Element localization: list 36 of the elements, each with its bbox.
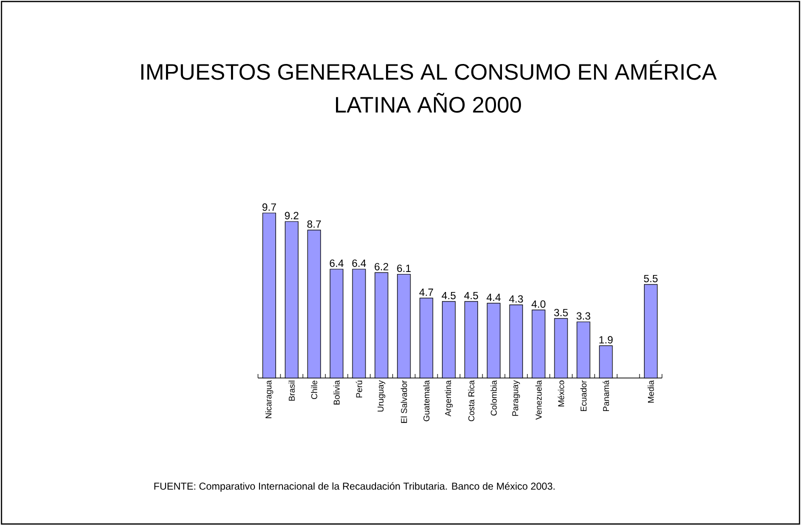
x-tick-label: Panamá <box>602 380 610 412</box>
data-label: 6.2 <box>374 262 388 270</box>
x-tick-label: Uruguay <box>378 380 386 412</box>
data-label: 9.7 <box>262 203 276 211</box>
x-tick-label: El Salvador <box>400 380 407 423</box>
x-tick-label: Media <box>648 380 654 403</box>
x-tick-label: Paraguay <box>512 380 520 416</box>
x-tick-label: Colombia <box>490 380 497 416</box>
data-label: 6.1 <box>397 264 411 272</box>
x-tick-label: Argentina <box>444 380 453 416</box>
data-label: 4.7 <box>419 288 434 296</box>
x-tick-label: México <box>558 380 564 406</box>
x-tick-label: Ecuador <box>580 380 587 412</box>
data-label: 8.7 <box>307 220 321 228</box>
x-tick-label: Perú <box>356 380 362 398</box>
data-label: 4.3 <box>509 295 523 303</box>
data-label: 3.3 <box>576 312 590 320</box>
source-note: FUENTE: Comparativo Internacional de la Recaudación Tributaria. Banco de México 2003. <box>154 482 555 492</box>
data-label: 5.5 <box>644 274 658 282</box>
data-label: 4.0 <box>532 300 546 308</box>
data-label: 6.4 <box>352 260 366 267</box>
x-tick-label: Venezuela <box>535 380 542 420</box>
data-label: 9.2 <box>284 212 298 220</box>
data-label: 3.5 <box>554 308 568 316</box>
data-label: 4.5 <box>442 292 456 300</box>
x-tick-label: Nicaragua <box>265 380 274 418</box>
x-tick-label: Brasil <box>288 380 295 401</box>
x-tick-label: Costa Rica <box>468 380 474 422</box>
data-label: 4.5 <box>464 292 478 300</box>
data-label: 1.9 <box>599 336 613 344</box>
x-tick-label: Chile <box>311 380 318 400</box>
x-tick-label: Guatemala <box>423 380 430 422</box>
data-label: 6.4 <box>330 260 344 267</box>
chart-title: IMPUESTOS GENERALES AL CONSUMO EN AMÉRICA LATINA AÑO 2000 <box>141 60 717 113</box>
data-label: 4.4 <box>486 294 501 301</box>
x-tick-label: Bolivia <box>333 380 340 404</box>
